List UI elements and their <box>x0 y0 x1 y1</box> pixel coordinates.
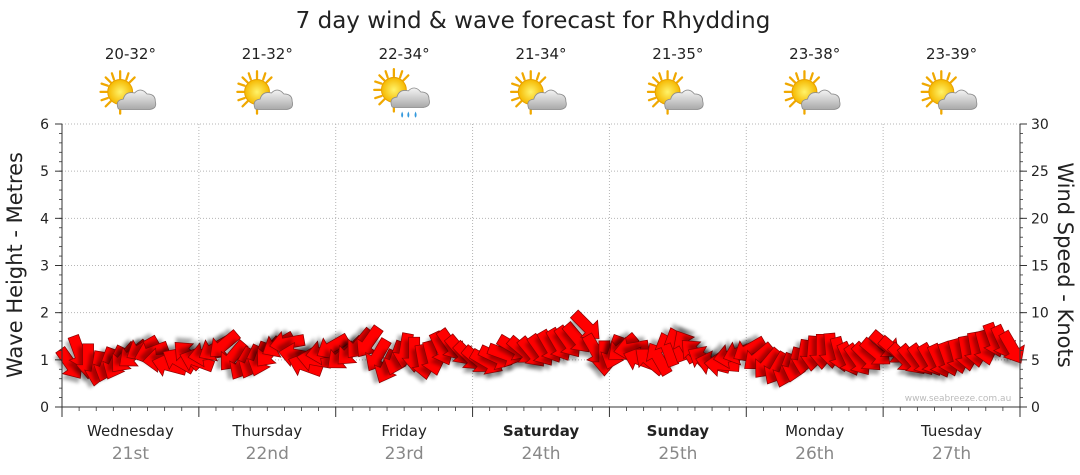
day-name-label: Tuesday <box>920 422 982 440</box>
day-date-label: 25th <box>658 444 697 464</box>
day-date-label: 24th <box>521 444 560 464</box>
y-right-tick-label: 20 <box>1031 211 1049 227</box>
y-left-tick-label: 2 <box>40 306 49 322</box>
y-left-tick-label: 3 <box>40 259 49 275</box>
partly-cloudy-icon <box>646 69 705 115</box>
forecast-header: 20-32° 21-32° 22-34° 21-34° 21-35° 23-38° 23-3… <box>99 45 979 118</box>
temp-range-label: 22-34° <box>379 45 430 63</box>
day-date-label: 26th <box>795 444 834 464</box>
shower-icon <box>374 69 429 118</box>
y-left-tick-label: 4 <box>40 211 49 227</box>
day-name-label: Friday <box>381 422 427 440</box>
day-date-label: 22nd <box>246 444 289 464</box>
y-left-tick-label: 1 <box>40 353 49 369</box>
y-right-tick-label: 15 <box>1031 259 1049 275</box>
x-axis-day-labels: Wednesday 21st Thursday 22nd Friday 23rd Satur… <box>87 422 982 464</box>
plot-area: www.seabreeze.com.au <box>54 123 1025 407</box>
day-date-label: 23rd <box>385 444 424 464</box>
watermark: www.seabreeze.com.au <box>905 394 1012 404</box>
temp-range-label: 21-34° <box>515 45 566 63</box>
y-axis-left-label: Wave Height - Metres <box>3 152 27 378</box>
day-name-label: Monday <box>785 422 844 440</box>
partly-cloudy-icon <box>920 69 979 115</box>
day-name-label: Wednesday <box>87 422 174 440</box>
y-right-tick-label: 25 <box>1031 164 1049 180</box>
y-right-tick-label: 0 <box>1031 400 1040 416</box>
day-name-label: Sunday <box>647 422 710 440</box>
temp-range-label: 23-39° <box>926 45 977 63</box>
y-left-tick-label: 6 <box>40 117 49 133</box>
partly-cloudy-icon <box>99 69 158 115</box>
day-date-label: 27th <box>932 444 971 464</box>
temp-range-label: 20-32° <box>105 45 156 63</box>
temp-range-label: 21-32° <box>242 45 293 63</box>
day-date-label: 21st <box>112 444 149 464</box>
temp-range-label: 23-38° <box>789 45 840 63</box>
day-name-label: Saturday <box>503 422 580 440</box>
y-right-tick-label: 5 <box>1031 353 1040 369</box>
partly-cloudy-icon <box>509 69 568 115</box>
y-left-tick-label: 0 <box>40 400 49 416</box>
partly-cloudy-icon <box>783 69 842 115</box>
wind-series <box>54 309 1025 389</box>
chart-title: 7 day wind & wave forecast for Rhydding <box>296 8 771 34</box>
y-left-tick-label: 5 <box>40 164 49 180</box>
y-right-tick-label: 10 <box>1031 306 1049 322</box>
y-right-tick-label: 30 <box>1031 117 1049 133</box>
temp-range-label: 21-35° <box>652 45 703 63</box>
y-axis-right-label: Wind Speed - Knots <box>1053 162 1077 367</box>
axes: 0 1 2 3 4 5 6 0 5 10 15 20 25 30 <box>40 117 1049 417</box>
day-name-label: Thursday <box>231 422 302 440</box>
partly-cloudy-icon <box>236 69 294 115</box>
